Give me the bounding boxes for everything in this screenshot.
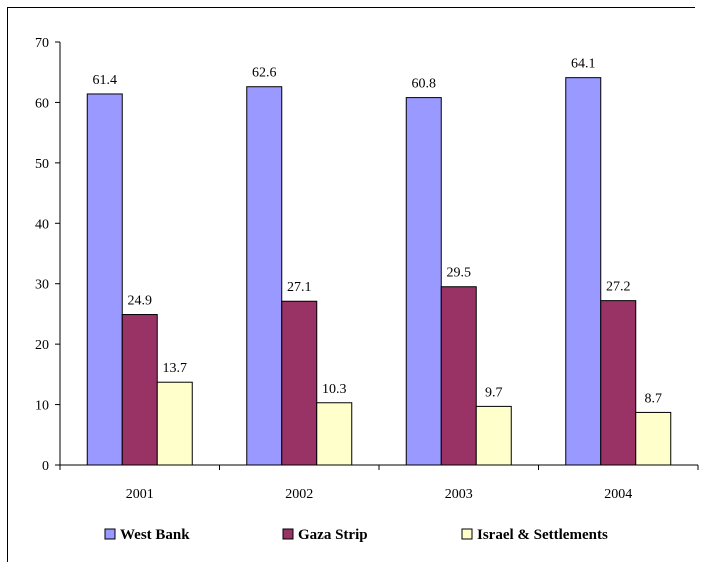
data-label: 62.6 bbox=[252, 66, 277, 81]
data-label: 61.4 bbox=[93, 73, 118, 88]
data-label: 10.3 bbox=[322, 382, 347, 397]
legend-label: Israel & Settlements bbox=[477, 527, 608, 543]
chart-frame bbox=[7, 7, 695, 562]
x-tick-label: 2001 bbox=[126, 487, 154, 502]
bar bbox=[281, 300, 318, 466]
data-label: 64.1 bbox=[571, 57, 596, 72]
y-tick-label: 20 bbox=[35, 338, 49, 353]
y-tick-label: 30 bbox=[35, 278, 49, 293]
x-tick-label: 2003 bbox=[445, 487, 473, 502]
bar bbox=[86, 93, 123, 466]
data-label: 9.7 bbox=[485, 385, 503, 400]
legend-swatch bbox=[282, 528, 294, 540]
y-tick-label: 60 bbox=[35, 96, 49, 111]
y-tick-label: 50 bbox=[35, 157, 49, 172]
data-label: 27.2 bbox=[606, 280, 631, 295]
bar bbox=[475, 405, 512, 466]
y-tick-label: 70 bbox=[35, 36, 49, 51]
legend-swatch bbox=[104, 528, 116, 540]
x-tick-label: 2002 bbox=[285, 487, 313, 502]
bar bbox=[600, 300, 637, 466]
legend-swatch bbox=[461, 528, 473, 540]
data-label: 8.7 bbox=[645, 391, 663, 406]
y-tick-label: 40 bbox=[35, 217, 49, 232]
data-label: 24.9 bbox=[128, 294, 153, 309]
data-label: 13.7 bbox=[163, 361, 188, 376]
y-tick-label: 10 bbox=[35, 399, 49, 414]
data-label: 29.5 bbox=[447, 266, 472, 281]
bar bbox=[635, 411, 672, 466]
y-tick-label: 0 bbox=[42, 459, 49, 474]
bar bbox=[405, 97, 442, 466]
bar bbox=[565, 77, 602, 466]
bar bbox=[440, 286, 477, 466]
bar bbox=[316, 402, 353, 466]
bar bbox=[156, 381, 193, 466]
legend-label: Gaza Strip bbox=[298, 527, 368, 543]
bar bbox=[246, 86, 283, 466]
data-label: 60.8 bbox=[412, 77, 437, 92]
legend-label: West Bank bbox=[120, 527, 190, 543]
data-label: 27.1 bbox=[287, 280, 312, 295]
bar bbox=[121, 314, 158, 466]
x-tick-label: 2004 bbox=[604, 487, 632, 502]
